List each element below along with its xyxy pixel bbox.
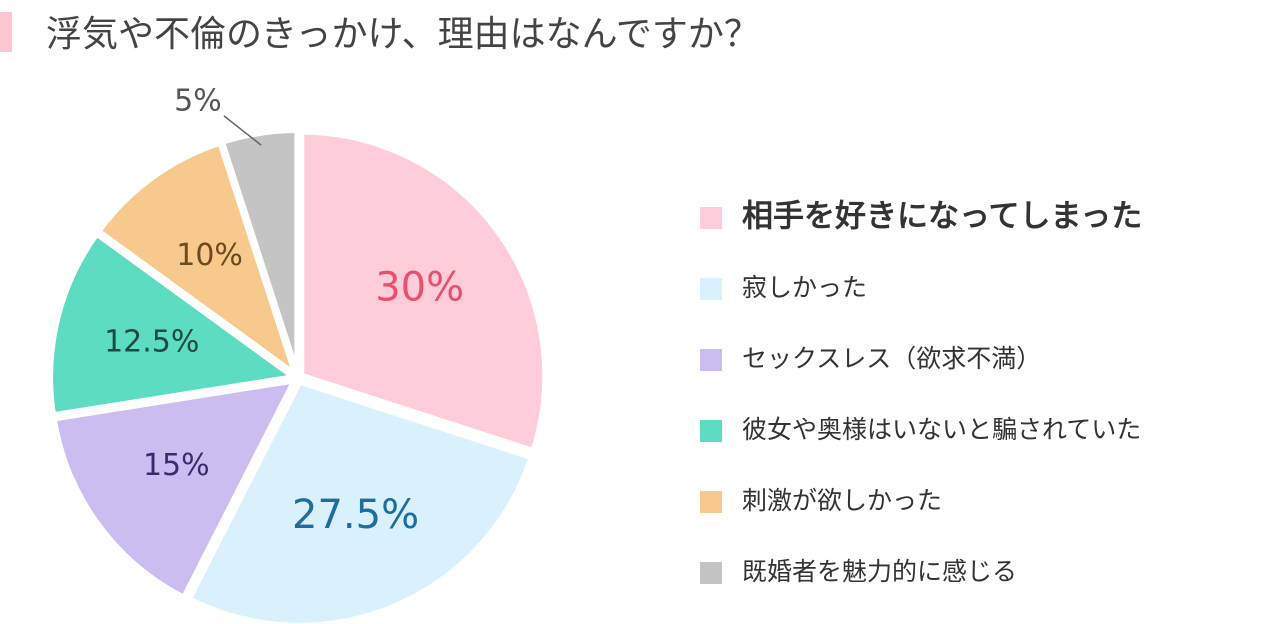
legend-label: セックスレス（欲求不満） bbox=[742, 344, 1041, 373]
legend-swatch bbox=[700, 420, 722, 442]
chart-title: 浮気や不倫のきっかけ、理由はなんですか？ bbox=[46, 14, 760, 55]
legend-swatch bbox=[700, 349, 722, 371]
pie-slice bbox=[94, 138, 302, 383]
data-label: 5% bbox=[174, 83, 222, 118]
legend-swatch bbox=[700, 562, 722, 584]
legend-label: 刺激が欲しかった bbox=[742, 486, 942, 515]
legend-swatch bbox=[700, 491, 722, 513]
data-label: 15% bbox=[143, 448, 210, 483]
legend-label: 相手を好きになってしまった bbox=[742, 199, 1142, 235]
data-label: 27.5% bbox=[292, 492, 419, 538]
legend-label: 寂しかった bbox=[742, 273, 867, 302]
pie-slice bbox=[50, 376, 301, 602]
pie-slice bbox=[184, 378, 536, 624]
pie-slice bbox=[218, 127, 301, 375]
legend-label: 既婚者を魅力的に感じる bbox=[742, 557, 1017, 586]
data-label: 10% bbox=[176, 238, 243, 273]
pie-slice bbox=[47, 229, 302, 419]
leader-line bbox=[223, 115, 262, 146]
title-accent bbox=[0, 12, 12, 52]
data-label: 30% bbox=[375, 265, 464, 311]
legend-swatch bbox=[700, 207, 722, 229]
legend-label: 彼女や奥様はいないと騙されていた bbox=[742, 415, 1141, 444]
legend-swatch bbox=[700, 278, 722, 300]
data-label: 12.5% bbox=[104, 324, 199, 359]
pie-slice bbox=[298, 128, 549, 455]
